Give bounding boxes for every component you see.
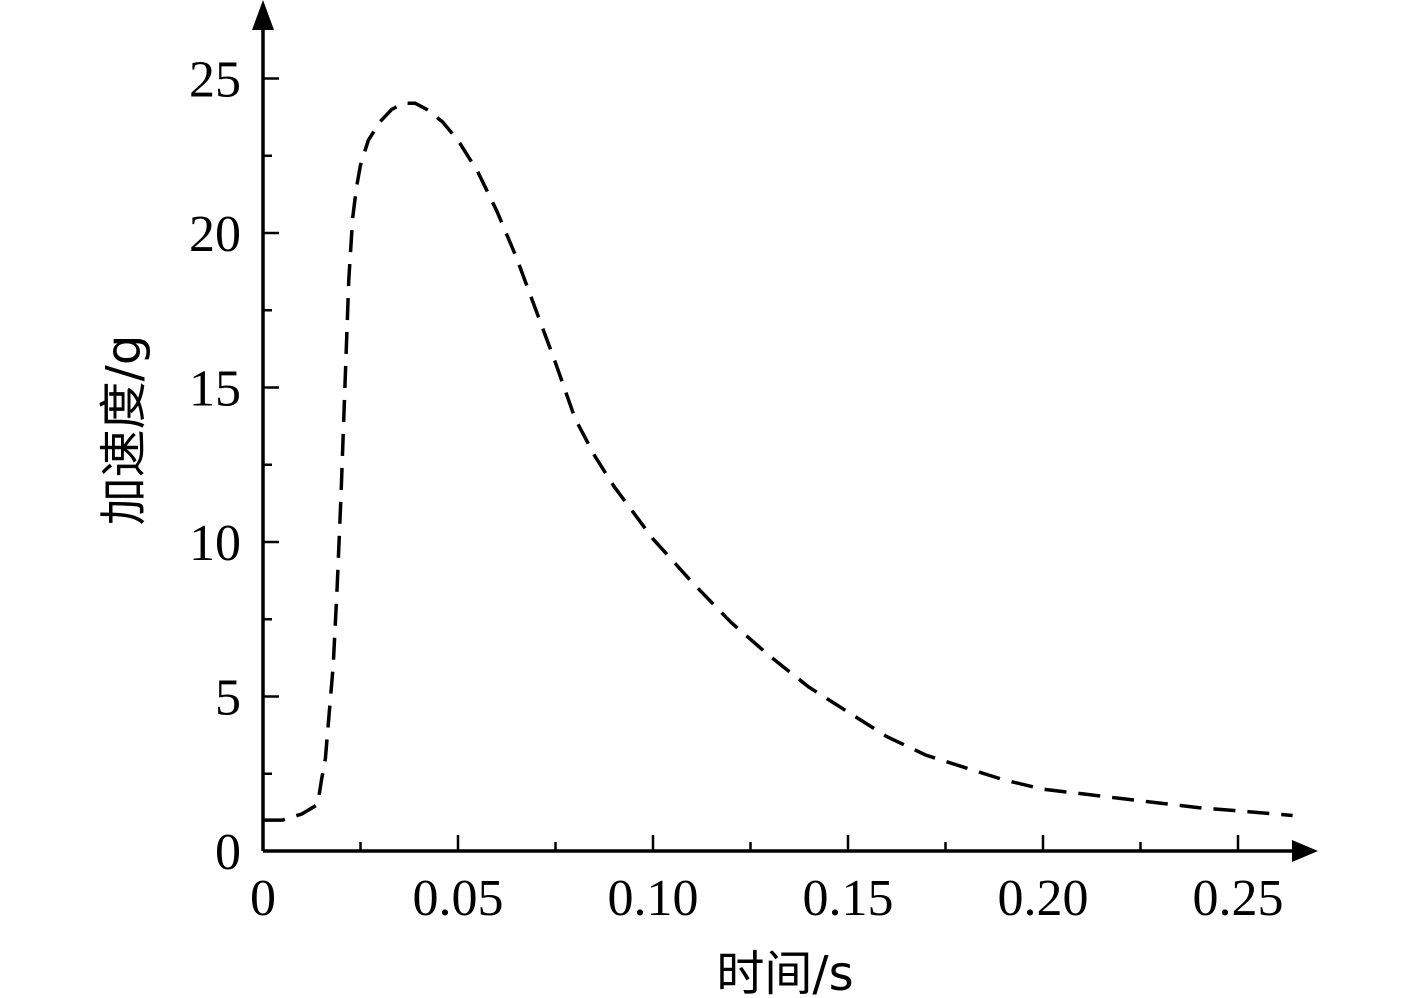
y-tick-label: 5 <box>215 670 241 727</box>
ticks <box>263 77 1240 851</box>
x-tick-label: 0.25 <box>1193 870 1284 927</box>
y-axis-title: 加速度/g <box>96 335 152 526</box>
x-tick-label: 0 <box>250 870 276 927</box>
series <box>263 101 1293 822</box>
x-axis-title: 时间/s <box>716 946 853 998</box>
y-tick-label: 0 <box>215 824 241 881</box>
x-tick-label: 0.05 <box>413 870 504 927</box>
x-tick-label: 0.15 <box>803 870 894 927</box>
x-axis-arrow <box>1292 840 1318 862</box>
series-line-0 <box>263 101 1293 822</box>
tick-labels: 0 0.05 0.10 0.15 0.20 0.25 0 5 10 15 20 25 <box>189 52 1284 928</box>
y-tick-label: 10 <box>189 515 241 572</box>
x-tick-label: 0.10 <box>608 870 699 927</box>
y-axis-arrow <box>252 0 274 30</box>
x-tick-label: 0.20 <box>998 870 1089 927</box>
y-tick-label: 20 <box>189 206 241 263</box>
y-tick-label: 25 <box>189 52 241 109</box>
y-tick-label: 15 <box>189 361 241 418</box>
axes <box>252 0 1318 862</box>
